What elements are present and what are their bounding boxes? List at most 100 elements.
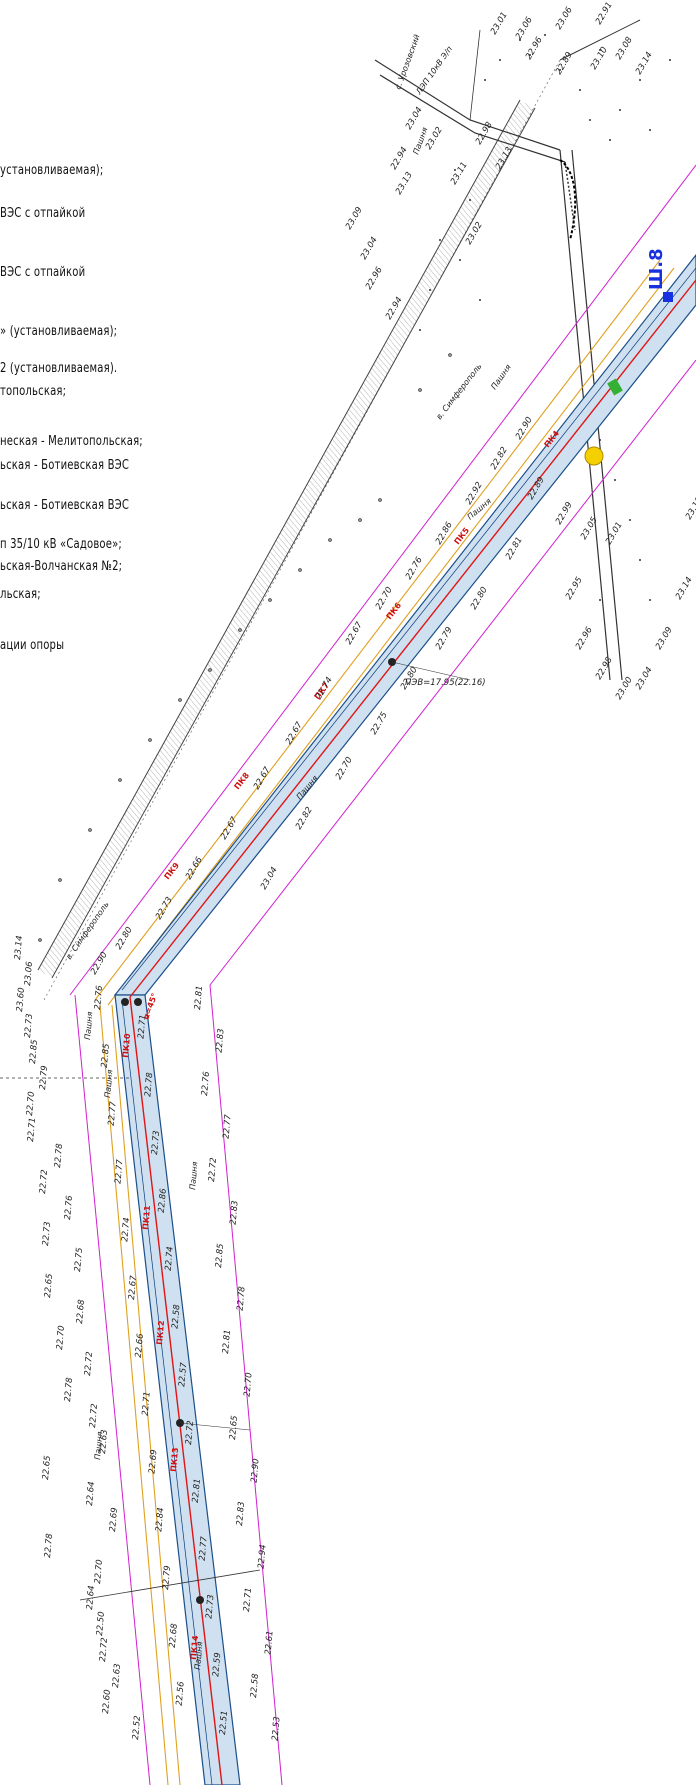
elevation-label: 22.71 (141, 1391, 153, 1416)
elevation-label: 22.68 (75, 1299, 87, 1325)
pk-label: ПК14 (189, 1635, 200, 1660)
elevation-label: 23.14 (674, 575, 695, 601)
pk-label: ПК10 (121, 1033, 132, 1058)
elevation-label: 22.70 (55, 1325, 67, 1350)
elevation-label: 22.71 (242, 1587, 254, 1612)
legend-line: льская; (0, 587, 41, 602)
elevation-label: 22.70 (334, 755, 355, 781)
elevation-label: 22.71 (136, 1014, 148, 1039)
elevation-label: 22.82 (294, 805, 315, 831)
elevation-label: 22.81 (193, 985, 205, 1010)
elevation-label: 22.77 (113, 1159, 125, 1185)
elevation-label: 22.61 (264, 1630, 276, 1655)
elevation-label: 22.73 (150, 1130, 162, 1155)
elevation-label: 22.90 (250, 1458, 262, 1483)
elevation-label: 22.83 (215, 1028, 227, 1053)
land-label: Пашня (489, 363, 513, 391)
boundary-lines (69, 164, 696, 1785)
elevation-label: 22.96 (574, 625, 595, 652)
elevation-label: 22.76 (93, 985, 105, 1011)
elevation-label: 22.84 (154, 1507, 166, 1532)
elevation-label: 22.70 (93, 1559, 105, 1584)
legend-line: ьская - Ботиевская ВЭС (0, 458, 130, 473)
elevation-label: 22.77 (198, 1536, 210, 1562)
elevation-label: 22.65 (41, 1455, 53, 1480)
elevation-label: 23.04 (359, 235, 380, 261)
elevation-label: 23.06 (554, 5, 575, 32)
elevation-label: 22.50 (95, 1611, 107, 1636)
land-label: Пашня (103, 1069, 114, 1098)
elevation-label: 23.04 (259, 865, 280, 891)
elevation-label: 23.08 (614, 35, 635, 62)
pk-label: ПК9 (162, 861, 181, 882)
pk-label: ПК12 (155, 1320, 166, 1345)
elevation-label: 22.67 (252, 765, 273, 792)
elevation-label: 22.57 (177, 1362, 189, 1388)
elevation-label: 22.75 (369, 710, 390, 736)
elevation-label: 22.75 (73, 1247, 85, 1272)
elevation-label: 22.70 (25, 1091, 37, 1116)
elevation-label: 22.94 (257, 1544, 269, 1569)
elevation-label: 22.78 (236, 1286, 248, 1312)
elevation-label: 22.83 (235, 1501, 247, 1526)
cross-label: ПЭВ=17.95(22.16) (405, 678, 486, 688)
elevation-label: 22.65 (43, 1273, 55, 1298)
legend-line: 2 (установливаемая). (0, 361, 118, 376)
legend-line: неская - Мелитопольская; (0, 434, 143, 449)
legend-line: ьская-Волчанская №2; (0, 559, 123, 574)
elevation-label: 22.79 (38, 1065, 50, 1090)
elevation-label: 22.91 (594, 0, 615, 26)
legend-line: п 35/10 кВ «Садовое»; (0, 537, 122, 552)
elevation-label: 22.79 (161, 1565, 173, 1590)
elevation-label: 23.13 (394, 170, 415, 196)
crossing-line (79, 1569, 261, 1601)
elevation-label: 22.70 (243, 1372, 255, 1397)
elevation-label: 22.94 (389, 145, 410, 171)
elevation-label: 22.89 (554, 50, 575, 76)
elevation-label: 22.72 (184, 1420, 196, 1445)
elevation-label: 22.56 (175, 1681, 187, 1707)
legend-line: установливаемая); (0, 163, 104, 178)
elevation-label: 22.98 (594, 655, 615, 682)
elevation-label: 22.72 (207, 1157, 219, 1182)
elevation-label: 23.09 (654, 625, 675, 651)
blue-substation-marker (663, 292, 673, 302)
elevation-label: 22.66 (134, 1333, 146, 1359)
pole-leader-2 (179, 1422, 251, 1431)
elevation-label: 22.85 (28, 1039, 40, 1064)
elevation-label: 22.73 (41, 1221, 53, 1246)
elevation-label: 23.18 (684, 495, 696, 522)
elevation-label: 22.96 (364, 265, 385, 292)
green-patch (607, 378, 623, 396)
elevation-label: 22.72 (88, 1403, 100, 1428)
orange-lines (94, 259, 675, 1785)
blue-mark-label: Ш.8 (646, 248, 667, 290)
pk-label: ПК8 (232, 771, 251, 792)
pole-markers (121, 658, 396, 1604)
elevation-label: 22.80 (469, 585, 490, 611)
elevation-label: 22.78 (43, 1533, 55, 1559)
elevation-label: 22.95 (564, 575, 585, 601)
land-label: Пашня (193, 1641, 204, 1670)
elevation-label: 22.73 (204, 1594, 216, 1619)
elevation-label: 22.72 (98, 1637, 110, 1662)
elevation-label: 22.63 (111, 1663, 123, 1688)
road-band (37, 59, 561, 1001)
elevation-label: 22.67 (127, 1275, 139, 1301)
elevation-label: 23.04 (634, 665, 655, 691)
elevation-label: 23.11 (449, 160, 470, 186)
land-label: Пашня (93, 1431, 104, 1460)
legend-line: ации опоры (0, 638, 65, 653)
elevation-label: 22.80 (114, 925, 135, 951)
dotted-terrain (38, 34, 671, 942)
elevation-label: 22.58 (170, 1304, 182, 1330)
elevation-label: 22.51 (218, 1710, 230, 1735)
elevation-label: 22.63 (98, 1429, 110, 1454)
elevation-label: 22.81 (221, 1329, 233, 1354)
elevation-label: 22.83 (229, 1200, 241, 1225)
road-label: в. Симферополь (434, 362, 483, 422)
elevation-label: 22.99 (554, 500, 575, 526)
legend-line: » (установливаемая); (0, 324, 118, 339)
elevation-label: 22.52 (131, 1715, 143, 1740)
